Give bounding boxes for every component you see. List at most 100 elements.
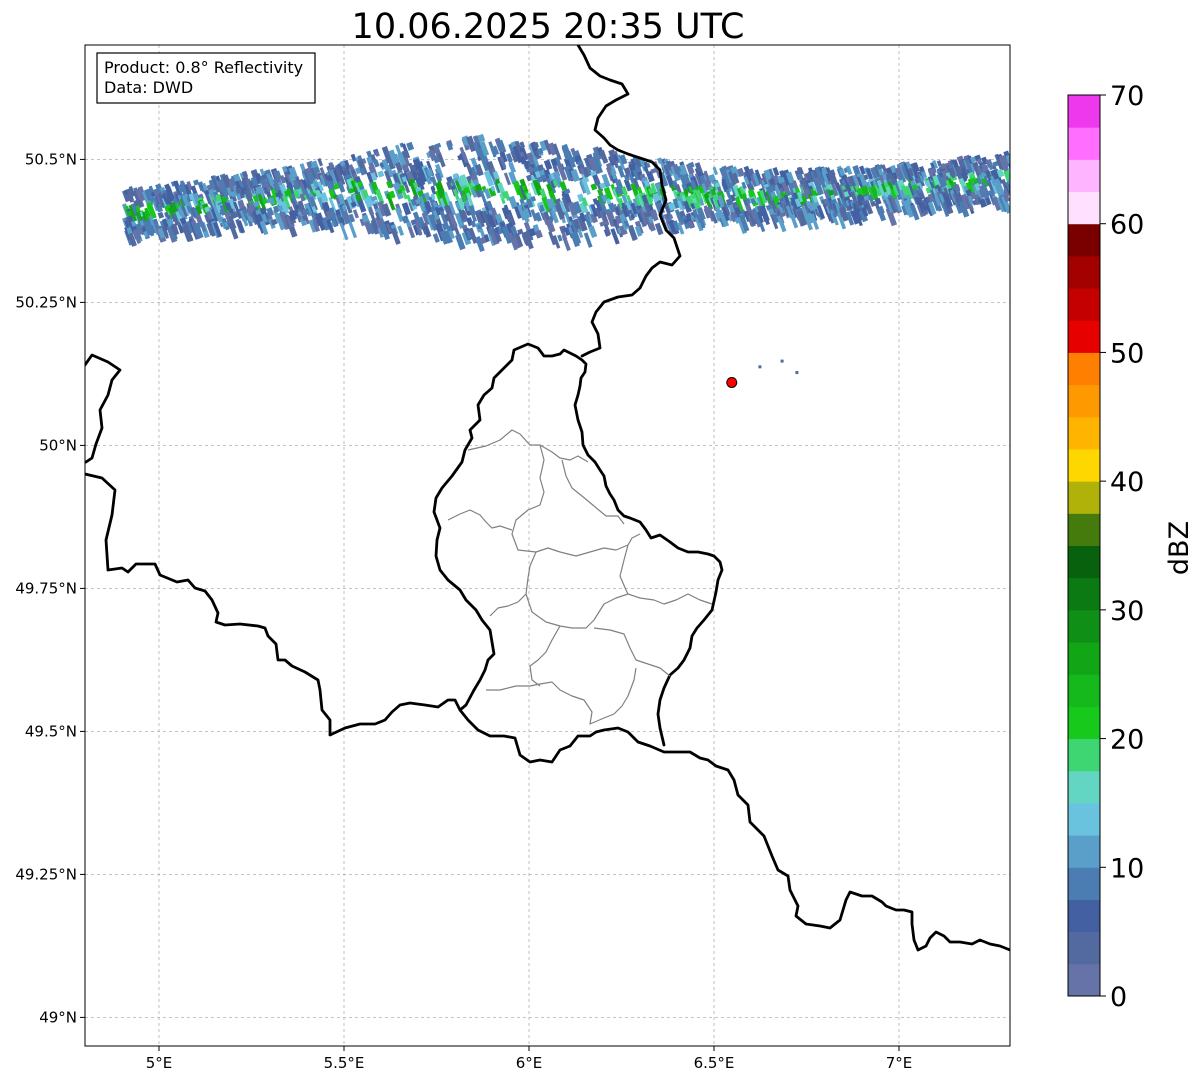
- border-belgium-north: [85, 353, 122, 464]
- echo-pixel: [355, 166, 362, 175]
- echo-pixel: [574, 155, 582, 162]
- echo-pixel: [870, 166, 880, 180]
- echo-pixel: [566, 150, 576, 169]
- echo-pixel: [954, 200, 964, 214]
- echo-pixel: [499, 156, 507, 169]
- echo-pixel: [239, 209, 249, 227]
- echo-pixel: [676, 222, 685, 235]
- echo-pixel: [270, 218, 278, 226]
- echo-pixel: [432, 201, 438, 208]
- echo-pixel: [725, 190, 732, 198]
- colorbar-swatch: [1068, 448, 1100, 482]
- echo-pixel: [987, 162, 994, 171]
- echo-pixel: [408, 202, 415, 212]
- echo-pixel: [572, 230, 582, 245]
- echo-pixel: [683, 188, 689, 196]
- echo-pixel: [958, 200, 970, 218]
- echo-pixel: [910, 204, 920, 221]
- echo-pixel: [350, 201, 357, 208]
- echo-pixel: [252, 201, 260, 208]
- echo-pixel: [390, 227, 401, 245]
- echo-pixel: [508, 232, 518, 251]
- echo-pixel: [617, 154, 626, 171]
- echo-pixel: [676, 200, 684, 211]
- echo-pixel: [468, 227, 478, 244]
- echo-pixel: [912, 162, 920, 173]
- echo-pixel: [483, 234, 490, 243]
- echo-pixel: [756, 190, 766, 208]
- echo-pixel: [752, 172, 761, 187]
- echo-pixel: [696, 213, 706, 229]
- echo-pixel: [124, 219, 131, 228]
- echo-pixel: [732, 172, 740, 184]
- echo-pixel: [559, 200, 566, 213]
- border-lux: [432, 342, 724, 747]
- echo-pixel: [816, 169, 822, 177]
- echo-pixel: [312, 221, 321, 233]
- echo-pixel: [481, 210, 492, 229]
- colorbar-swatch: [1068, 899, 1100, 933]
- echo-pixel: [161, 226, 169, 239]
- echo-pixel: [927, 201, 937, 215]
- map-area[interactable]: Product: 0.8° Reflectivity Data: DWD: [85, 45, 1019, 1046]
- echo-pixel: [859, 165, 866, 175]
- echo-pixel: [550, 209, 559, 224]
- echo-pixel: [474, 236, 485, 253]
- echo-speck: [795, 371, 799, 375]
- echo-pixel: [448, 212, 457, 225]
- echo-pixel: [743, 176, 750, 186]
- echo-pixel: [657, 201, 663, 208]
- colorbar-swatch: [1068, 384, 1100, 418]
- echo-pixel: [588, 156, 600, 176]
- echo-pixel: [583, 172, 590, 178]
- echo-pixel: [759, 189, 768, 204]
- echo-pixel: [796, 210, 808, 227]
- echo-pixel: [370, 172, 378, 181]
- echo-pixel: [841, 184, 847, 191]
- echo-pixel: [548, 190, 558, 206]
- echo-pixel: [415, 221, 423, 235]
- echo-pixel: [839, 206, 850, 222]
- echo-pixel: [295, 176, 300, 182]
- echo-pixel: [861, 206, 869, 217]
- colorbar-tick-label: 60: [1110, 210, 1144, 241]
- border-lux-belgium-west: [85, 472, 476, 737]
- echo-pixel: [446, 141, 454, 151]
- echo-pixel: [523, 207, 531, 218]
- colorbar-tick-label: 50: [1110, 338, 1144, 369]
- radar-site-marker[interactable]: [726, 376, 738, 388]
- echo-speck: [758, 365, 762, 369]
- echo-pixel: [850, 209, 861, 225]
- colorbar-swatch: [1068, 127, 1100, 160]
- echo-pixel: [688, 161, 695, 169]
- echo-pixel: [579, 212, 587, 223]
- echo-pixel: [865, 167, 875, 182]
- echo-pixel: [546, 183, 554, 194]
- echo-pixel: [836, 196, 845, 207]
- echo-pixel: [301, 214, 309, 221]
- echo-pixel: [526, 198, 534, 209]
- echo-pixel: [814, 182, 824, 196]
- echo-pixel: [874, 197, 882, 206]
- echo-pixel: [170, 223, 180, 236]
- echo-pixel: [339, 217, 346, 226]
- echo-pixel: [257, 193, 267, 212]
- echo-pixel: [1001, 195, 1010, 214]
- echo-pixel: [996, 180, 1006, 198]
- colorbar-swatch: [1068, 223, 1100, 257]
- echo-pixel: [459, 210, 468, 221]
- echo-pixel: [776, 181, 786, 193]
- echo-pixel: [375, 212, 381, 221]
- echo-pixel: [488, 216, 497, 229]
- echo-pixel: [539, 204, 545, 212]
- echo-pixel: [452, 172, 459, 179]
- echo-pixel: [341, 204, 348, 212]
- echo-pixel: [983, 193, 989, 200]
- echo-pixel: [912, 184, 919, 190]
- echo-pixel: [388, 190, 396, 199]
- echo-pixel: [235, 185, 241, 194]
- echo-pixel: [164, 198, 170, 205]
- echo-pixel: [863, 198, 874, 215]
- echo-pixel: [794, 198, 802, 208]
